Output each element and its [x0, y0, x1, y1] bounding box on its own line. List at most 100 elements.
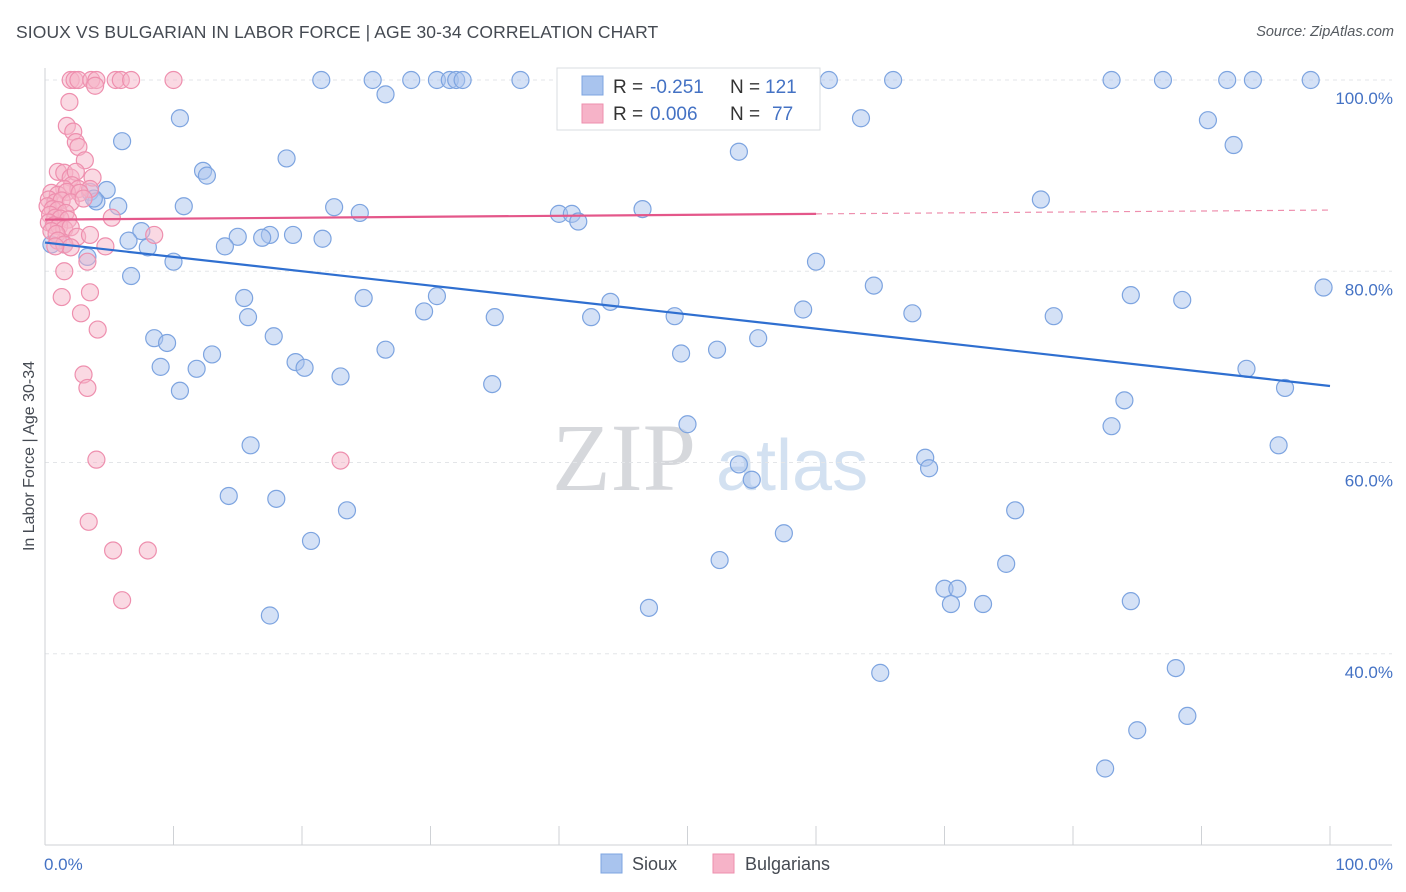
bulgarian-point [112, 591, 132, 610]
series-legend: Sioux Bulgarians [600, 853, 830, 874]
sioux-point [202, 345, 222, 364]
bulgarian-point [61, 238, 80, 257]
sioux-point [267, 489, 286, 508]
sioux-point [337, 501, 357, 520]
sioux-point [312, 70, 331, 90]
sioux-point [427, 287, 447, 306]
sioux-point [919, 459, 939, 478]
bulgarian-point [104, 541, 123, 560]
sioux-point [1006, 501, 1025, 520]
bulgarian-point [86, 76, 105, 95]
sioux-point [749, 329, 768, 348]
sioux-point [1121, 592, 1140, 611]
bulgarian-point [87, 450, 106, 469]
sioux-point [671, 344, 691, 363]
sioux-point [710, 550, 729, 570]
sioux-point [1153, 70, 1173, 90]
bulgarian-point [55, 262, 74, 281]
bulgarian-points [38, 70, 350, 610]
sioux-point [973, 594, 993, 614]
bulgarian-point [96, 237, 115, 256]
sioux-point [582, 308, 601, 327]
legend-n-value-sioux: 121 [765, 77, 797, 98]
sioux-point [948, 579, 967, 598]
sioux-point [112, 132, 132, 151]
sioux-point [331, 367, 350, 386]
sioux-point [774, 524, 793, 543]
sioux-point [121, 266, 141, 286]
bulgarian-point [46, 237, 65, 256]
sioux-point [864, 276, 883, 295]
sioux-point [883, 70, 903, 90]
bulgarian-point [138, 541, 157, 560]
sioux-point [277, 149, 296, 168]
sioux-point [1218, 70, 1237, 90]
series-legend-label-sioux: Sioux [632, 854, 677, 874]
sioux-point [157, 333, 177, 353]
sioux-point [511, 70, 530, 90]
source-credit: Source: ZipAtlas.com [1256, 24, 1394, 40]
sioux-point [235, 288, 254, 308]
sioux-point [1269, 436, 1288, 455]
bulgarian-trend-extension [815, 209, 1331, 215]
legend-n-label-bulgarians: N = [730, 104, 760, 125]
watermark-zip: ZIP [552, 404, 696, 511]
sioux-point [253, 228, 272, 247]
trend-lines [44, 209, 1331, 388]
legend-r-value-bulgarians: 0.006 [650, 104, 698, 125]
sioux-point [903, 304, 922, 323]
sioux-point [1121, 286, 1140, 305]
sioux-point [363, 70, 382, 90]
sioux-point [1275, 378, 1295, 398]
correlation-legend: R = -0.251 N = 121 R = 0.006 N = 77 [556, 67, 821, 131]
sioux-point [1178, 706, 1197, 726]
sioux-point [295, 358, 314, 377]
sioux-point [678, 415, 697, 434]
legend-r-label-bulgarians: R = [613, 104, 643, 125]
sioux-point [742, 470, 761, 489]
bulgarian-point [145, 225, 164, 245]
bulgarian-point [121, 70, 141, 90]
sioux-point [806, 252, 826, 271]
sioux-point [1173, 290, 1192, 310]
sioux-point [376, 340, 395, 359]
bulgarian-point [79, 512, 98, 531]
sioux-point [1301, 70, 1320, 90]
sioux-point [639, 598, 659, 617]
sioux-point [453, 70, 472, 90]
sioux-point [1102, 70, 1121, 90]
bulgarian-point [88, 320, 107, 339]
x-tick-label: 0.0% [44, 855, 83, 874]
sioux-point [1243, 70, 1263, 90]
sioux-point [601, 292, 620, 311]
axes [44, 68, 1392, 846]
y-tick-label: 80.0% [1345, 280, 1393, 299]
sioux-point [1031, 190, 1050, 209]
sioux-point [1128, 721, 1147, 740]
bulgarian-point [80, 283, 100, 302]
sioux-point [1224, 135, 1243, 155]
watermark: ZIP atlas [552, 404, 868, 511]
chart-title: SIOUX VS BULGARIAN IN LABOR FORCE | AGE … [16, 22, 659, 42]
sioux-point [1166, 658, 1185, 678]
sioux-point [283, 225, 303, 245]
legend-r-label-sioux: R = [613, 77, 643, 98]
sioux-point [187, 359, 206, 378]
sioux-point [1096, 759, 1115, 778]
tick-labels: 40.0% 60.0% 80.0% 100.0% 0.0% 100.0% [44, 89, 1393, 874]
sioux-point [350, 203, 369, 223]
sioux-point [485, 308, 504, 327]
sioux-point [119, 231, 138, 250]
bulgarian-point [102, 208, 121, 227]
sioux-point [170, 381, 190, 400]
sioux-points [42, 70, 1333, 778]
sioux-point [414, 302, 434, 321]
sioux-point [569, 212, 588, 231]
x-tick-label: 100.0% [1335, 855, 1393, 874]
sioux-point [241, 436, 260, 455]
sioux-point [997, 554, 1016, 573]
sioux-point [170, 109, 190, 128]
sioux-point [264, 327, 283, 346]
legend-r-value-sioux: -0.251 [650, 77, 704, 98]
sioux-point [483, 374, 502, 394]
